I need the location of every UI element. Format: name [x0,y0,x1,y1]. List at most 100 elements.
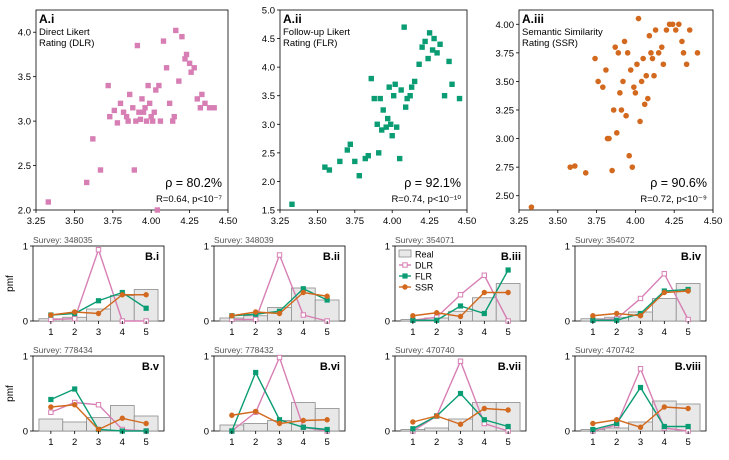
panel-label: B.v [142,361,160,373]
y-tick-label: 0 [23,317,28,328]
data-point [146,100,153,107]
y-axis-label: pmf [5,385,16,402]
ssr-point [613,417,620,423]
data-point [142,105,148,111]
data-point [347,141,354,147]
legend-label: Real [415,250,434,260]
x-tick-label: 4 [662,327,667,338]
x-tick-label: 3 [96,437,101,448]
x-tick-label: 3.75 [587,216,606,227]
x-tick-label: 4.50 [704,216,723,227]
x-tick-label: 4 [301,327,306,338]
x-tick-label: 3.75 [346,216,365,227]
x-tick-label: 4 [301,437,306,448]
data-point [377,95,383,102]
dlr-point [48,409,54,415]
data-point [386,84,392,90]
data-point [191,65,197,71]
ssr-point [276,310,283,317]
data-point [606,135,612,142]
data-point [389,133,395,139]
y-tick-label: 1 [204,242,209,253]
data-point [582,170,589,176]
ssr-point [276,420,283,427]
x-tick-label: 1 [590,437,595,448]
data-point [640,55,646,62]
pmf-panel-7: 1 2 3 4 5 0 1 Survey: 470740 B.vii [385,345,527,448]
data-point [151,109,157,115]
y-tick-label: 2.75 [496,163,515,174]
pmf-panel-4: 1 2 3 4 5 0 1 Survey: 354072 B.iv [565,235,707,338]
dlr-point [457,358,464,364]
data-point [629,164,636,170]
data-point [182,56,188,62]
data-point [166,100,173,107]
data-point [392,81,398,87]
y-tick-label: 3.00 [496,134,515,145]
data-point [600,84,606,90]
data-point [134,42,141,49]
data-point [156,82,162,89]
pmf-panel-5: 1 2 3 4 5 0 1 pmf Survey: 778434 B.v [5,345,165,448]
data-point [145,82,151,89]
y-tick-label: 1 [565,242,570,253]
data-point [393,124,400,130]
flr-point [457,390,464,397]
y-tick-label: 4.0 [262,63,275,74]
dlr-point [661,271,668,277]
dlr-point [637,366,644,372]
x-tick-label: 2 [614,437,619,448]
ssr-point [637,424,644,430]
panel-title-line: Rating (DLR) [39,38,94,49]
x-tick-label: 2 [253,437,258,448]
x-tick-label: 5 [143,327,148,338]
panel-label: A.iii [522,12,544,26]
x-tick-label: 1 [410,327,415,338]
x-tick-label: 5 [324,327,329,338]
data-point [126,91,133,98]
y-tick-label: 2.0 [18,206,31,217]
y-tick-label: 5.0 [262,6,275,17]
data-point [446,58,452,65]
x-tick-label: 4.50 [458,216,477,227]
x-tick-label: 3 [277,327,282,338]
ssr-point [252,408,259,415]
data-point [120,109,127,115]
dlr-point [71,316,78,322]
data-point [368,75,374,82]
flr-point [505,423,511,430]
x-tick-label: 5 [505,327,510,338]
ssr-point [324,293,330,299]
data-point [635,15,642,22]
ssr-point [410,419,416,425]
data-point [396,155,403,162]
y-axis-label: pmf [5,275,16,292]
data-point [157,118,164,124]
pmf-panel-6: 1 2 3 4 5 0 1 Survey: 778432 B.vi [204,345,346,448]
panel-label: B.iv [681,251,702,263]
data-point [627,67,634,73]
real-bar [243,423,268,432]
flr-point [300,286,306,292]
survey-label: Survey: 354072 [575,235,635,245]
x-tick-label: 2 [614,327,619,338]
data-point [419,44,425,50]
ssr-point [505,289,511,296]
survey-label: Survey: 354071 [395,235,455,245]
data-point [617,90,623,96]
x-tick-label: 2 [434,437,439,448]
y-tick-label: 3.25 [496,106,515,117]
x-tick-label: 4.25 [180,216,199,227]
panel-label: B.iii [501,251,521,263]
y-tick-label: 3.5 [262,91,275,102]
data-point [173,27,179,34]
flr-point [457,303,464,309]
data-point [631,84,637,90]
data-point [621,38,628,45]
data-point [658,44,665,50]
flr-point [72,386,78,392]
ssr-point [661,404,668,410]
ssr-point [613,310,620,317]
flr-point [614,420,620,427]
